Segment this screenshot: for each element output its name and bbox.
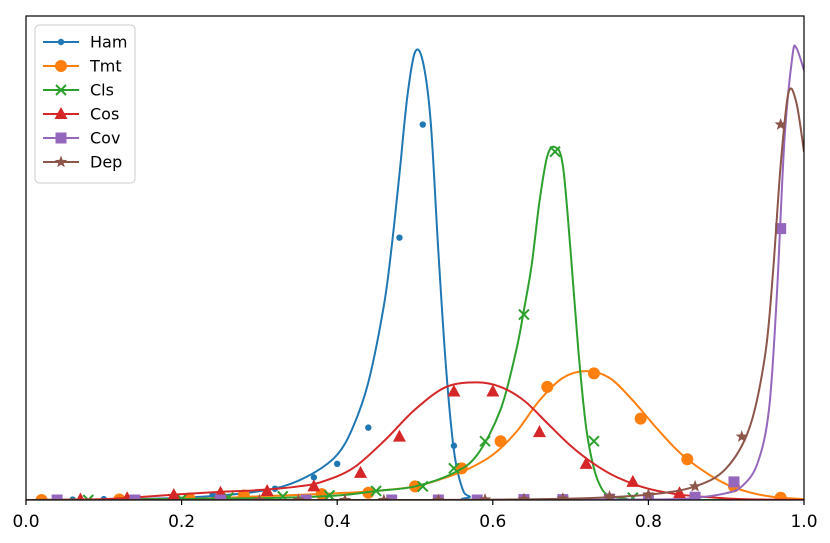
- series-cls-point: [518, 308, 530, 321]
- series-tmt: [26, 367, 804, 500]
- legend-marker: [55, 84, 67, 96]
- x-tick-label: 0.2: [168, 512, 195, 532]
- series-tmt-line: [26, 370, 804, 500]
- series-tmt-point: [634, 412, 647, 425]
- series-cls-point: [549, 145, 561, 158]
- legend-marker: [57, 38, 65, 46]
- series-cls-point: [448, 462, 460, 475]
- series-dep-point: [735, 430, 748, 442]
- series-cos-point: [626, 474, 640, 487]
- series-cls-line: [26, 145, 804, 500]
- x-tick-label: 0.4: [324, 512, 351, 532]
- series-cls-point: [82, 494, 94, 500]
- series-cov-point: [215, 494, 226, 500]
- series-ham-point: [419, 121, 426, 128]
- series-cov-point: [775, 223, 787, 235]
- series-cos-point: [167, 488, 181, 500]
- series-cos-point: [307, 479, 321, 492]
- series-ham-line: [26, 48, 804, 500]
- series-dep-point: [603, 489, 616, 500]
- x-axis: 0.0 0.2 0.4 0.6 0.8 1.0: [12, 500, 818, 532]
- series-dep-point: [253, 493, 266, 500]
- series-cos-point: [354, 465, 368, 478]
- series-tmt-point: [587, 367, 600, 380]
- series-dep-point: [478, 493, 492, 500]
- series-cls-point: [417, 480, 429, 493]
- legend-entry-tmt: Tmt: [43, 57, 122, 76]
- plot-frame: [25, 15, 805, 501]
- series-cos-point: [392, 429, 406, 442]
- legend-marker: [54, 155, 68, 168]
- series-tmt-point: [494, 435, 507, 448]
- legend-label: Ham: [90, 33, 127, 52]
- series-ham-point: [396, 234, 403, 241]
- x-tick-label: 0.8: [635, 512, 662, 532]
- series-cos-point: [579, 456, 593, 469]
- legend-label: Cls: [90, 81, 114, 100]
- series-cov-point: [471, 494, 483, 500]
- series-cov-point: [689, 491, 701, 500]
- series-tmt-point: [541, 380, 554, 393]
- series-cls-point: [627, 492, 639, 500]
- series-ham-point: [334, 460, 341, 468]
- legend-marker: [55, 60, 67, 72]
- series-cls-point: [370, 485, 382, 497]
- series-cos-point: [486, 384, 500, 397]
- series-dep-point: [517, 492, 531, 500]
- series-dep-point: [642, 488, 655, 500]
- series-dep-point: [774, 118, 787, 130]
- legend-entry-ham: Ham: [43, 33, 127, 52]
- series-cos-point: [447, 384, 461, 397]
- series-cls-point: [479, 435, 491, 447]
- series-tmt-point: [774, 491, 787, 500]
- legend-entry-cov: Cov: [43, 129, 120, 148]
- series-cos-point: [260, 483, 274, 496]
- series-cls-point: [588, 435, 600, 447]
- x-tick-label: 0.0: [12, 512, 39, 532]
- series-tmt-point: [681, 453, 694, 466]
- legend-label: Tmt: [89, 57, 122, 76]
- series-cos-point: [76, 492, 85, 500]
- legend-label: Dep: [90, 153, 122, 172]
- legend-label: Cos: [90, 105, 119, 124]
- legend-marker: [54, 107, 68, 119]
- legend-entry-dep: Dep: [43, 153, 122, 172]
- series-cos-line: [26, 381, 804, 500]
- x-tick-label: 0.6: [479, 512, 506, 532]
- series-cov-point: [386, 494, 398, 500]
- series-cov-point: [728, 476, 740, 488]
- series-cov-point: [51, 494, 63, 500]
- series-ham-point: [365, 424, 372, 431]
- plot-area: [26, 16, 804, 500]
- series-cov-point: [129, 494, 141, 500]
- series-tmt-point: [35, 494, 48, 500]
- legend: Ham Tmt Cls Cos Cov Dep: [34, 24, 136, 184]
- legend-label: Cov: [90, 129, 120, 148]
- series-ham-point: [310, 474, 318, 481]
- legend-entry-cos: Cos: [43, 105, 119, 124]
- series-cos-point: [673, 486, 687, 499]
- series-dep-point: [292, 493, 305, 500]
- series-dep-point: [432, 493, 445, 500]
- legend-entry-cls: Cls: [43, 81, 114, 100]
- series-dep-point: [556, 492, 569, 500]
- series-cls: [26, 145, 804, 500]
- x-tick-label: 1.0: [790, 512, 817, 532]
- legend-marker: [55, 132, 67, 144]
- series-dep-point: [338, 493, 352, 500]
- series-ham-point: [450, 442, 458, 449]
- series-dep-point: [688, 479, 702, 492]
- series-dep-point: [377, 493, 391, 500]
- series-cls-point: [323, 489, 336, 500]
- series-cos-point: [532, 425, 546, 438]
- series-cov-point: [300, 494, 312, 500]
